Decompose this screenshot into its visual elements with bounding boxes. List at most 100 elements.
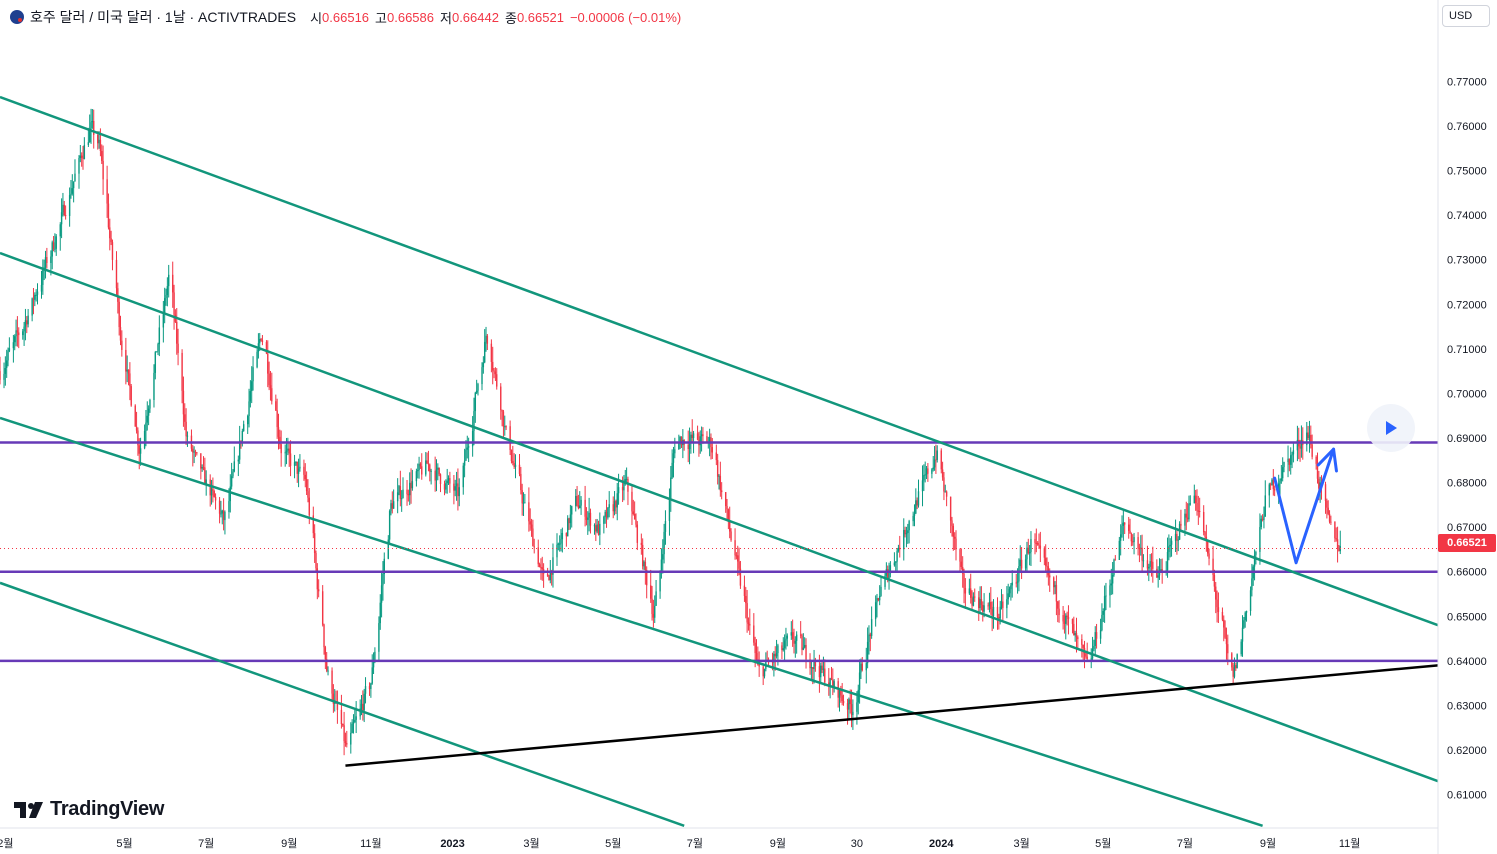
y-tick-label: 0.64000: [1447, 656, 1487, 668]
candle-body: [400, 498, 403, 500]
candle-body: [475, 390, 478, 393]
candle-body: [607, 507, 609, 518]
candle-body: [477, 384, 479, 391]
candle-body: [1121, 525, 1123, 535]
candle-body: [1028, 552, 1031, 554]
go-to-realtime-button[interactable]: [1367, 404, 1415, 452]
candle-body: [991, 609, 993, 617]
candle-body: [285, 450, 288, 453]
candle-body: [34, 294, 36, 300]
candle-body: [230, 476, 233, 487]
candle-body: [818, 666, 821, 678]
candle-body: [222, 510, 225, 521]
candle-body: [1306, 432, 1308, 446]
candle-body: [232, 471, 234, 477]
y-tick-label: 0.65000: [1447, 611, 1487, 623]
candle-body: [360, 703, 363, 709]
candle-body: [372, 661, 375, 668]
candle-body: [500, 386, 502, 411]
candle-body: [1002, 601, 1004, 609]
candle-body: [1260, 518, 1262, 528]
candle-body: [1251, 578, 1253, 591]
candle-body: [794, 640, 797, 644]
currency-button[interactable]: USD: [1442, 5, 1490, 27]
candle-body: [813, 660, 815, 670]
candle-body: [1075, 633, 1078, 638]
candle-body: [293, 462, 296, 466]
candle-body: [271, 388, 273, 402]
candle-body: [1027, 547, 1029, 554]
candle-body: [943, 477, 945, 492]
symbol-header: 호주 달러 / 미국 달러 · 1날 · ACTIVTRADES 시 0.6651…: [10, 8, 681, 26]
candle-body: [1300, 440, 1303, 449]
candle-body: [1152, 561, 1154, 569]
x-tick-label: 2023: [440, 838, 464, 850]
candle-body: [1223, 619, 1225, 628]
candle-body: [672, 453, 675, 463]
candle-body: [143, 431, 146, 449]
candle-body: [719, 475, 722, 491]
candle-body: [305, 479, 308, 492]
candle-body: [579, 505, 581, 509]
candle-body: [233, 461, 236, 472]
candle-body: [453, 483, 455, 491]
close-value: 0.66521: [516, 9, 564, 25]
candle-body: [540, 567, 542, 569]
candle-body: [12, 342, 15, 349]
candle-body: [565, 532, 568, 537]
candle-body: [4, 368, 7, 374]
candle-body: [580, 499, 582, 506]
y-tick-label: 0.74000: [1447, 210, 1487, 222]
candle-body: [522, 502, 525, 504]
candle-body: [783, 640, 786, 649]
candle-body: [256, 351, 258, 368]
candle-body: [1158, 570, 1161, 576]
candle-body: [437, 467, 439, 470]
candle-body: [209, 479, 211, 496]
symbol-title[interactable]: 호주 달러 / 미국 달러 · 1날 · ACTIVTRADES: [30, 9, 297, 25]
candle-body: [549, 570, 551, 581]
candle-body: [146, 415, 148, 423]
candle-body: [988, 602, 991, 606]
candle-body: [79, 155, 82, 159]
candle-body: [613, 501, 616, 512]
candle-body: [157, 344, 159, 352]
candle-body: [62, 204, 64, 213]
candle-body: [1240, 641, 1242, 655]
candle-body: [202, 467, 205, 469]
candle-body: [402, 489, 404, 499]
candle-body: [659, 570, 661, 592]
candle-body: [974, 596, 976, 598]
candle-body: [699, 436, 701, 446]
candle-body: [1011, 582, 1013, 586]
candle-body: [737, 555, 739, 562]
candle-body: [228, 501, 230, 513]
candle-body: [26, 320, 28, 325]
candle-body: [1213, 575, 1216, 587]
candle-body: [978, 597, 980, 609]
candle-body: [889, 565, 892, 574]
candle-body: [60, 212, 63, 225]
candle-body: [866, 641, 869, 664]
candle-body: [134, 405, 136, 427]
open-value: 0.66516: [322, 9, 370, 25]
candle-body: [623, 482, 625, 491]
candle-body: [520, 473, 522, 491]
candle-body: [577, 505, 580, 509]
candle-body: [729, 521, 731, 532]
candle-body: [158, 327, 161, 345]
candle-body: [537, 547, 539, 565]
candle-body: [1318, 478, 1320, 489]
candle-body: [42, 269, 44, 285]
candle-body: [409, 482, 411, 496]
candle-body: [1272, 479, 1275, 490]
candle-body: [774, 653, 776, 657]
candle-body: [700, 434, 703, 437]
candle-body: [585, 516, 588, 520]
candle-body: [324, 647, 327, 660]
candle-body: [1062, 615, 1064, 622]
tradingview-logo[interactable]: TradingView: [14, 798, 164, 821]
candle-body: [1225, 637, 1228, 645]
candle-body: [1046, 565, 1048, 567]
